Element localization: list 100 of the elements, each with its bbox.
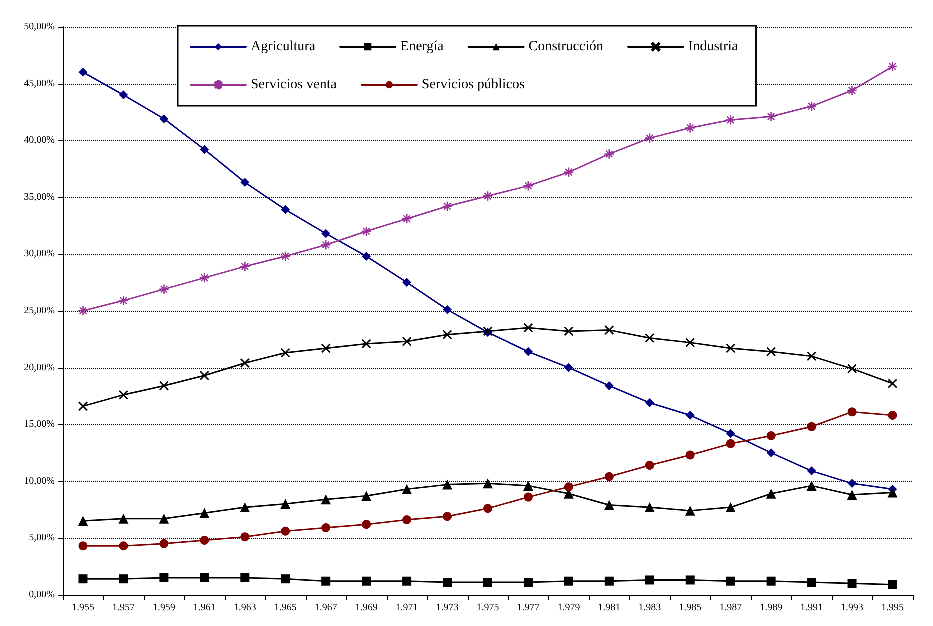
point xyxy=(78,68,88,77)
point xyxy=(686,576,695,585)
x-tick-label: 1.955 xyxy=(72,602,94,614)
point xyxy=(78,542,88,551)
x-tick-label: 1.979 xyxy=(558,602,580,614)
point xyxy=(604,381,614,390)
point xyxy=(119,296,128,306)
point xyxy=(807,352,816,362)
point xyxy=(564,576,574,586)
y-tick-label: 35,00% xyxy=(24,192,55,203)
point xyxy=(280,252,290,262)
x-tick-label: 1.981 xyxy=(598,602,621,614)
y-tick-label: 50,00% xyxy=(24,22,55,32)
point xyxy=(564,363,574,372)
point xyxy=(362,576,372,586)
x-tick-label: 1.957 xyxy=(112,602,135,614)
point xyxy=(848,86,857,96)
point xyxy=(160,539,169,548)
point xyxy=(524,181,534,191)
point xyxy=(280,348,290,358)
point xyxy=(160,114,169,124)
point xyxy=(200,536,210,545)
point xyxy=(322,576,331,586)
y-tick-label: 40,00% xyxy=(24,135,55,146)
point xyxy=(119,390,128,400)
point xyxy=(807,466,816,476)
point xyxy=(604,150,614,159)
x-tick-label: 1.963 xyxy=(234,602,256,614)
point xyxy=(119,542,128,551)
x-tick-label: 1.975 xyxy=(476,602,500,614)
y-tick-label: 10,00% xyxy=(24,476,55,487)
point xyxy=(645,461,654,470)
point xyxy=(644,502,655,513)
point xyxy=(78,402,88,412)
point xyxy=(645,134,655,143)
point xyxy=(402,337,412,346)
point xyxy=(848,579,857,588)
point xyxy=(848,364,857,374)
point xyxy=(119,90,128,100)
point xyxy=(281,574,290,584)
x-tick-label: 1.989 xyxy=(760,602,783,614)
point xyxy=(200,371,210,380)
point xyxy=(362,252,372,261)
point xyxy=(402,516,412,525)
y-tick-label: 25,00% xyxy=(24,306,55,316)
point xyxy=(888,379,898,388)
point xyxy=(362,226,372,236)
y-tick-label: 20,00% xyxy=(24,362,55,374)
point xyxy=(78,306,88,316)
y-tick-label: 15,00% xyxy=(24,419,55,430)
x-tick-label: 1.987 xyxy=(720,602,742,614)
legend-label: Energía xyxy=(400,40,445,54)
legend-label: Industria xyxy=(688,40,740,54)
legend-label: Construcción xyxy=(528,40,604,54)
point xyxy=(766,448,776,458)
x-tick-label: 1.969 xyxy=(355,602,378,614)
point xyxy=(645,576,654,585)
point xyxy=(442,330,452,340)
x-tick-label: 1.977 xyxy=(517,602,540,614)
point xyxy=(281,526,290,536)
point xyxy=(280,499,291,510)
point xyxy=(402,484,412,494)
point xyxy=(766,576,776,586)
x-tick-label: 1.991 xyxy=(800,602,824,614)
point xyxy=(726,439,736,448)
point xyxy=(362,339,372,349)
point xyxy=(645,398,654,408)
x-tick-label: 1.959 xyxy=(152,602,176,614)
legend-label: Agricultura xyxy=(251,40,316,54)
point xyxy=(806,480,817,491)
point xyxy=(807,102,816,112)
x-tick-label: 1.993 xyxy=(841,602,864,614)
point xyxy=(888,488,898,498)
point xyxy=(240,358,250,368)
point xyxy=(888,62,898,72)
x-tick-label: 1.985 xyxy=(679,602,702,614)
point xyxy=(402,278,412,288)
point xyxy=(443,305,452,314)
point xyxy=(240,502,250,513)
point xyxy=(200,145,210,154)
x-tick-label: 1.961 xyxy=(193,602,216,614)
x-tick-label: 1.973 xyxy=(436,602,459,614)
point xyxy=(686,450,695,460)
x-tick-label: 1.995 xyxy=(882,602,904,614)
point xyxy=(484,504,492,514)
point xyxy=(604,472,614,482)
point xyxy=(524,347,533,356)
point xyxy=(200,273,210,283)
point xyxy=(321,344,331,354)
point xyxy=(848,408,857,417)
point xyxy=(322,229,331,238)
legend-label: Servicios públicos xyxy=(422,78,525,92)
point xyxy=(483,478,493,489)
point xyxy=(726,502,736,513)
point xyxy=(443,578,452,588)
point xyxy=(888,580,898,590)
point xyxy=(160,284,169,294)
y-tick-label: 5,00% xyxy=(29,532,55,544)
point xyxy=(321,494,332,505)
point xyxy=(362,491,372,502)
